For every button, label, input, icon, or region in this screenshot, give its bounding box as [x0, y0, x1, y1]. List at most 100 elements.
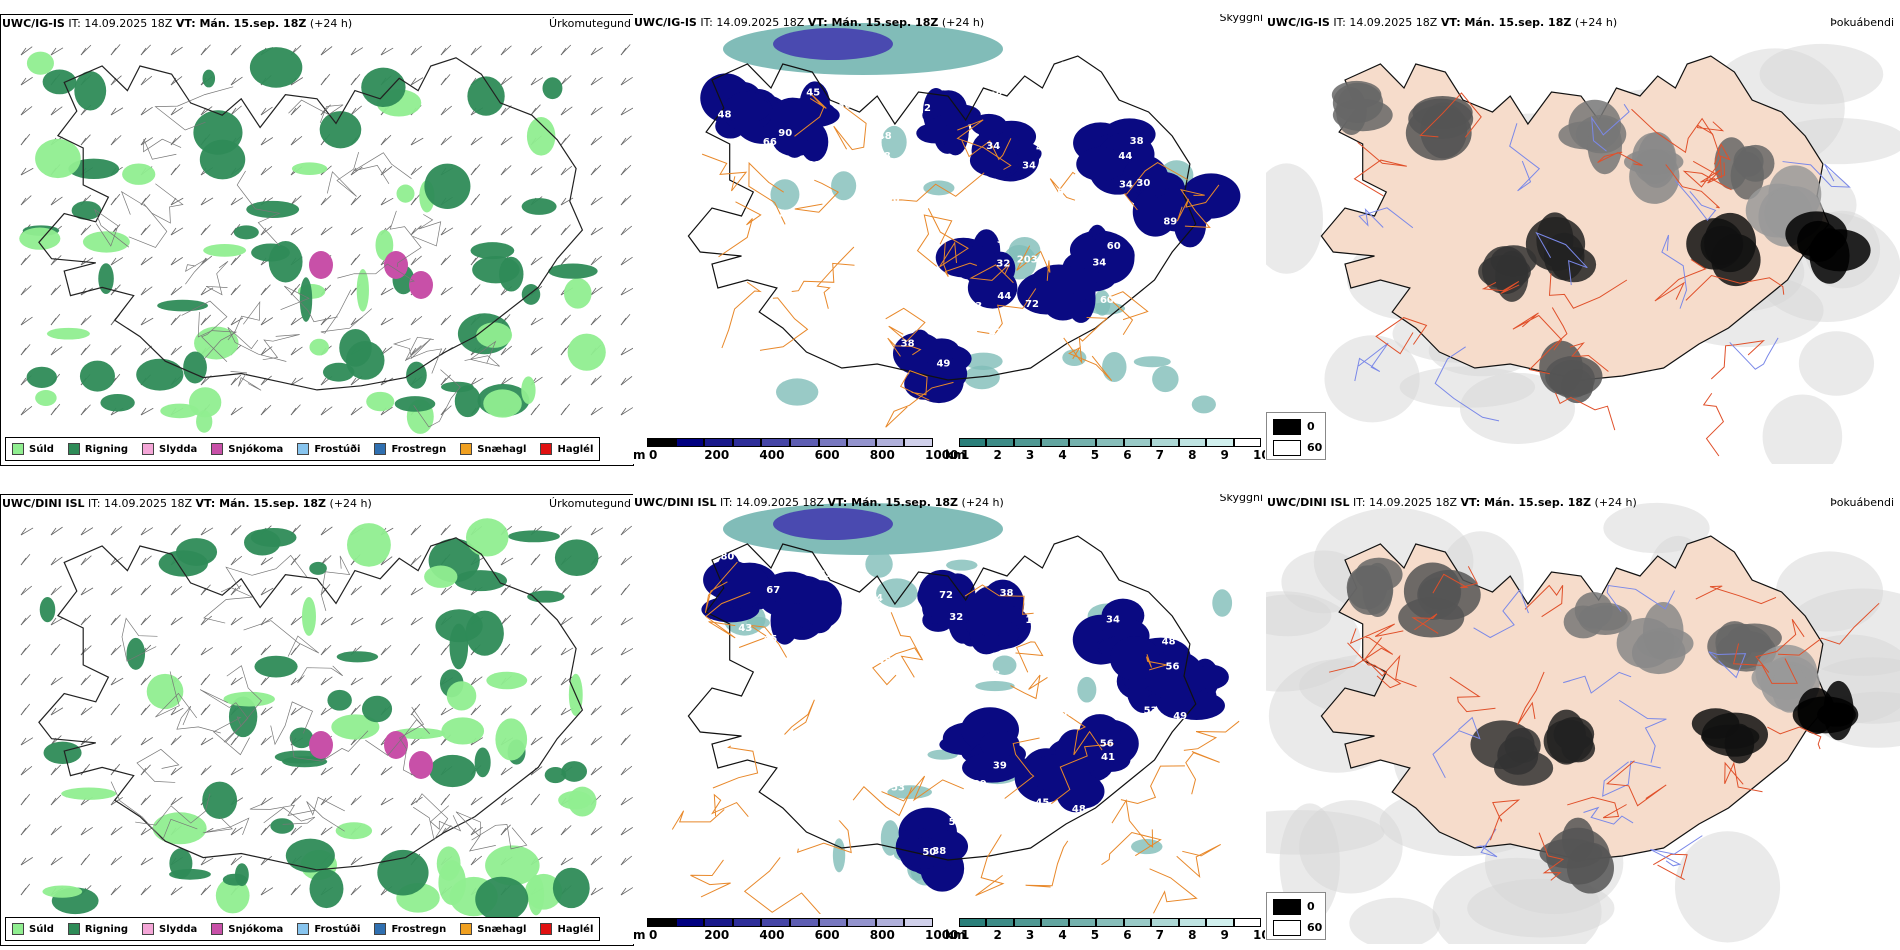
panel-title: UWC/IG-IS IT: 14.09.2025 18Z VT: Mán. 15…	[2, 17, 353, 30]
cloud-base-value: 41	[989, 328, 1003, 339]
legend-item: Snæhagl	[460, 443, 526, 455]
cloud-base-value: 58	[861, 340, 875, 351]
colorbar-segment	[1068, 918, 1097, 927]
colorbar-segment	[1068, 438, 1097, 447]
legend-swatch	[460, 923, 473, 935]
cloud-base-value: 52	[968, 820, 982, 831]
roads	[93, 86, 500, 428]
fog-swatch-low	[1273, 440, 1301, 456]
cloud-base-field	[700, 73, 1241, 404]
panel-title: UWC/IG-IS IT: 14.09.2025 18Z VT: Mán. 15…	[634, 16, 985, 29]
cloud-base-labels: 3815720338303230594560433433404248602932…	[717, 61, 1177, 370]
fog-panel-top: UWC/IG-IS IT: 14.09.2025 18Z VT: Mán. 15…	[1266, 14, 1900, 464]
cloud-base-value: 50	[1057, 187, 1071, 198]
visibility-colorbar: km1 2 3 4 5 6 7 8 9 10	[945, 918, 1265, 944]
colorbar-tick: 200	[704, 448, 730, 462]
cloud-base-value: 49	[936, 358, 950, 369]
fog-field	[1331, 80, 1871, 404]
legend-item: Frostúði	[297, 923, 360, 935]
colorbar-segment	[1013, 918, 1042, 927]
roads	[701, 92, 1220, 428]
cloud-base-value: 138	[979, 670, 1000, 681]
cloud-base-value: 50	[997, 235, 1011, 246]
cloud-base-value: 38	[984, 694, 998, 705]
legend-label: Frostregn	[391, 923, 447, 935]
cloud-base-value: 34	[1119, 179, 1133, 190]
cloud-base-value: 40	[1024, 809, 1038, 820]
colorbar-tick: 10	[1253, 928, 1265, 942]
cloud-base-value: 203	[1017, 254, 1038, 265]
roads-rivers	[1328, 566, 1880, 881]
colorbar-tick: 600	[814, 448, 840, 462]
panel-title: UWC/DINI ISL IT: 14.09.2025 18Z VT: Mán.…	[2, 497, 372, 510]
fog-map-bottom	[1266, 502, 1900, 944]
cloud-base-value: 90	[778, 128, 792, 139]
cloud-base-value: 45	[1035, 797, 1049, 808]
colorbar-segment	[1123, 438, 1152, 447]
legend-swatch	[540, 443, 553, 455]
panel-product-label: Skyggni	[1219, 494, 1263, 504]
cloud-base-value: 38	[886, 197, 900, 208]
colorbar-unit: km	[945, 928, 966, 942]
fog-legend-high: 0	[1307, 420, 1315, 433]
legend-swatch	[460, 443, 473, 455]
colorbar-segment	[986, 438, 1014, 447]
cloud-base-value: 45	[806, 87, 820, 98]
legend-label: Frostúði	[314, 923, 361, 935]
colorbar-segment	[904, 438, 933, 447]
legend-label: Haglél	[557, 923, 594, 935]
cloud-base-value: 35	[921, 721, 935, 732]
legend-swatch	[67, 443, 80, 455]
cloud-base-value: 56	[1166, 661, 1180, 672]
cloud-base-value: 42	[853, 274, 867, 285]
colorbar-segment	[1096, 918, 1124, 927]
colorbar-tick: 600	[814, 928, 840, 942]
legend-label: Rigning	[84, 923, 129, 935]
cloud-base-value: 48	[1162, 637, 1176, 648]
cloud-base-value: 59	[997, 345, 1011, 356]
cloud-base-value: 36	[862, 222, 876, 233]
cloud-base-value: 38	[932, 846, 946, 857]
legend-item: Rigning	[67, 923, 129, 935]
cloud-base-value: 34	[1106, 615, 1120, 626]
cloud-base-value: 173	[801, 810, 822, 821]
colorbar-segment	[847, 438, 876, 447]
legend-item: Súld	[12, 923, 54, 935]
cloud-base-value: 40	[847, 207, 861, 218]
cloud-base-value: 76	[974, 690, 988, 701]
cloud-base-value: 28	[877, 151, 891, 162]
cloud-base-value: 60	[1107, 241, 1121, 252]
legend-label: Haglél	[557, 443, 594, 455]
cloud-base-value: 42	[1055, 139, 1069, 150]
cloud-base-value: 72	[1025, 299, 1039, 310]
legend-label: Slydda	[159, 923, 198, 935]
cloud-base-value: 47	[1125, 233, 1139, 244]
colorbar-segment	[1096, 438, 1124, 447]
cloud-base-value: 120	[772, 208, 793, 219]
cloud-base-value: 53	[891, 783, 905, 794]
cloud-base-value: 42	[781, 246, 795, 257]
wind-barbs	[20, 524, 633, 896]
cloud-base-value: 44	[879, 770, 893, 781]
cloud-base-value: 41	[1101, 752, 1115, 763]
legend-swatch	[374, 923, 387, 935]
colorbar-segment	[790, 438, 819, 447]
cloud-base-value: 50	[922, 847, 936, 858]
cloud-base-value: 178	[848, 253, 869, 264]
cloud-base-value: 146	[1025, 615, 1046, 626]
colorbar-segment	[1013, 438, 1042, 447]
cloud-base-value: 34	[1022, 161, 1036, 172]
colorbar-tick: 400	[759, 928, 785, 942]
cloud-base-value: 112	[862, 189, 883, 200]
cloud-base-value: 58	[989, 90, 1003, 101]
colorbar-segment	[704, 918, 733, 927]
cloud-base-value: 62	[909, 765, 923, 776]
legend-item: Frostregn	[374, 923, 446, 935]
cloud-base-value: 60	[1100, 295, 1114, 306]
legend-swatch	[142, 923, 155, 935]
colorbar-tick: 0	[649, 928, 658, 942]
precip-panel-bottom: UWC/DINI ISL IT: 14.09.2025 18Z VT: Mán.…	[0, 494, 634, 946]
colorbar-tick: 2	[993, 448, 1002, 462]
panel-product-label: Þokuábendi	[1830, 16, 1894, 29]
fog-legend-low: 60	[1307, 921, 1323, 934]
